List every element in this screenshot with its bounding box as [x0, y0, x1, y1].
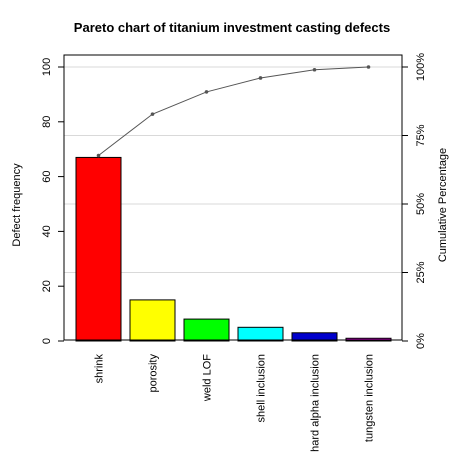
y-tick-label: 80	[41, 116, 53, 128]
bar-shell-inclusion	[237, 326, 284, 342]
y2-axis-label: Cumulative Percentage	[437, 148, 449, 262]
bar-weld-LOF	[183, 318, 230, 342]
cumulative-point	[366, 65, 371, 69]
x-tick-label: hard alpha inclusion	[310, 354, 322, 452]
bar-porosity	[129, 299, 176, 342]
plot-frame	[63, 54, 403, 341]
x-axis-labels: shrink porosity weld LOF shell inclusion har…	[94, 354, 376, 452]
cumulative-point	[312, 67, 317, 72]
cumulative-point	[150, 112, 155, 116]
y-axis-right: 0% 25% 50% 75% 100%	[402, 53, 427, 349]
cumulative-point	[204, 90, 209, 94]
bar-shrink	[75, 156, 122, 342]
y-axis-label: Defect frequency	[11, 163, 23, 247]
y2-tick-label: 0%	[415, 333, 427, 349]
x-tick-label: porosity	[148, 354, 160, 393]
bar-hard-alpha-inclusion	[291, 332, 338, 342]
x-tick-label: shrink	[94, 354, 106, 384]
y-tick-label: 20	[41, 280, 53, 292]
y-axis-left: 0 20 40 60 80 100	[41, 58, 64, 344]
x-tick-label: shell inclusion	[256, 354, 268, 422]
cumulative-polyline	[98, 66, 369, 156]
y2-tick-label: 50%	[415, 193, 427, 215]
y2-tick-label: 100%	[415, 53, 427, 81]
y-tick-label: 40	[41, 225, 53, 237]
y-tick-label: 0	[41, 338, 53, 344]
y2-tick-label: 75%	[415, 124, 427, 146]
y2-tick-label: 25%	[415, 261, 427, 283]
x-tick-label: tungsten inclusion	[364, 354, 376, 442]
chart-title: Pareto chart of titanium investment cast…	[74, 20, 390, 35]
cumulative-point	[258, 76, 263, 80]
y-tick-label: 100	[41, 58, 53, 76]
cumulative-line	[96, 65, 371, 158]
cumulative-point	[96, 153, 101, 158]
y-tick-label: 60	[41, 170, 53, 182]
bars	[75, 156, 392, 342]
x-tick-label: weld LOF	[202, 354, 214, 402]
